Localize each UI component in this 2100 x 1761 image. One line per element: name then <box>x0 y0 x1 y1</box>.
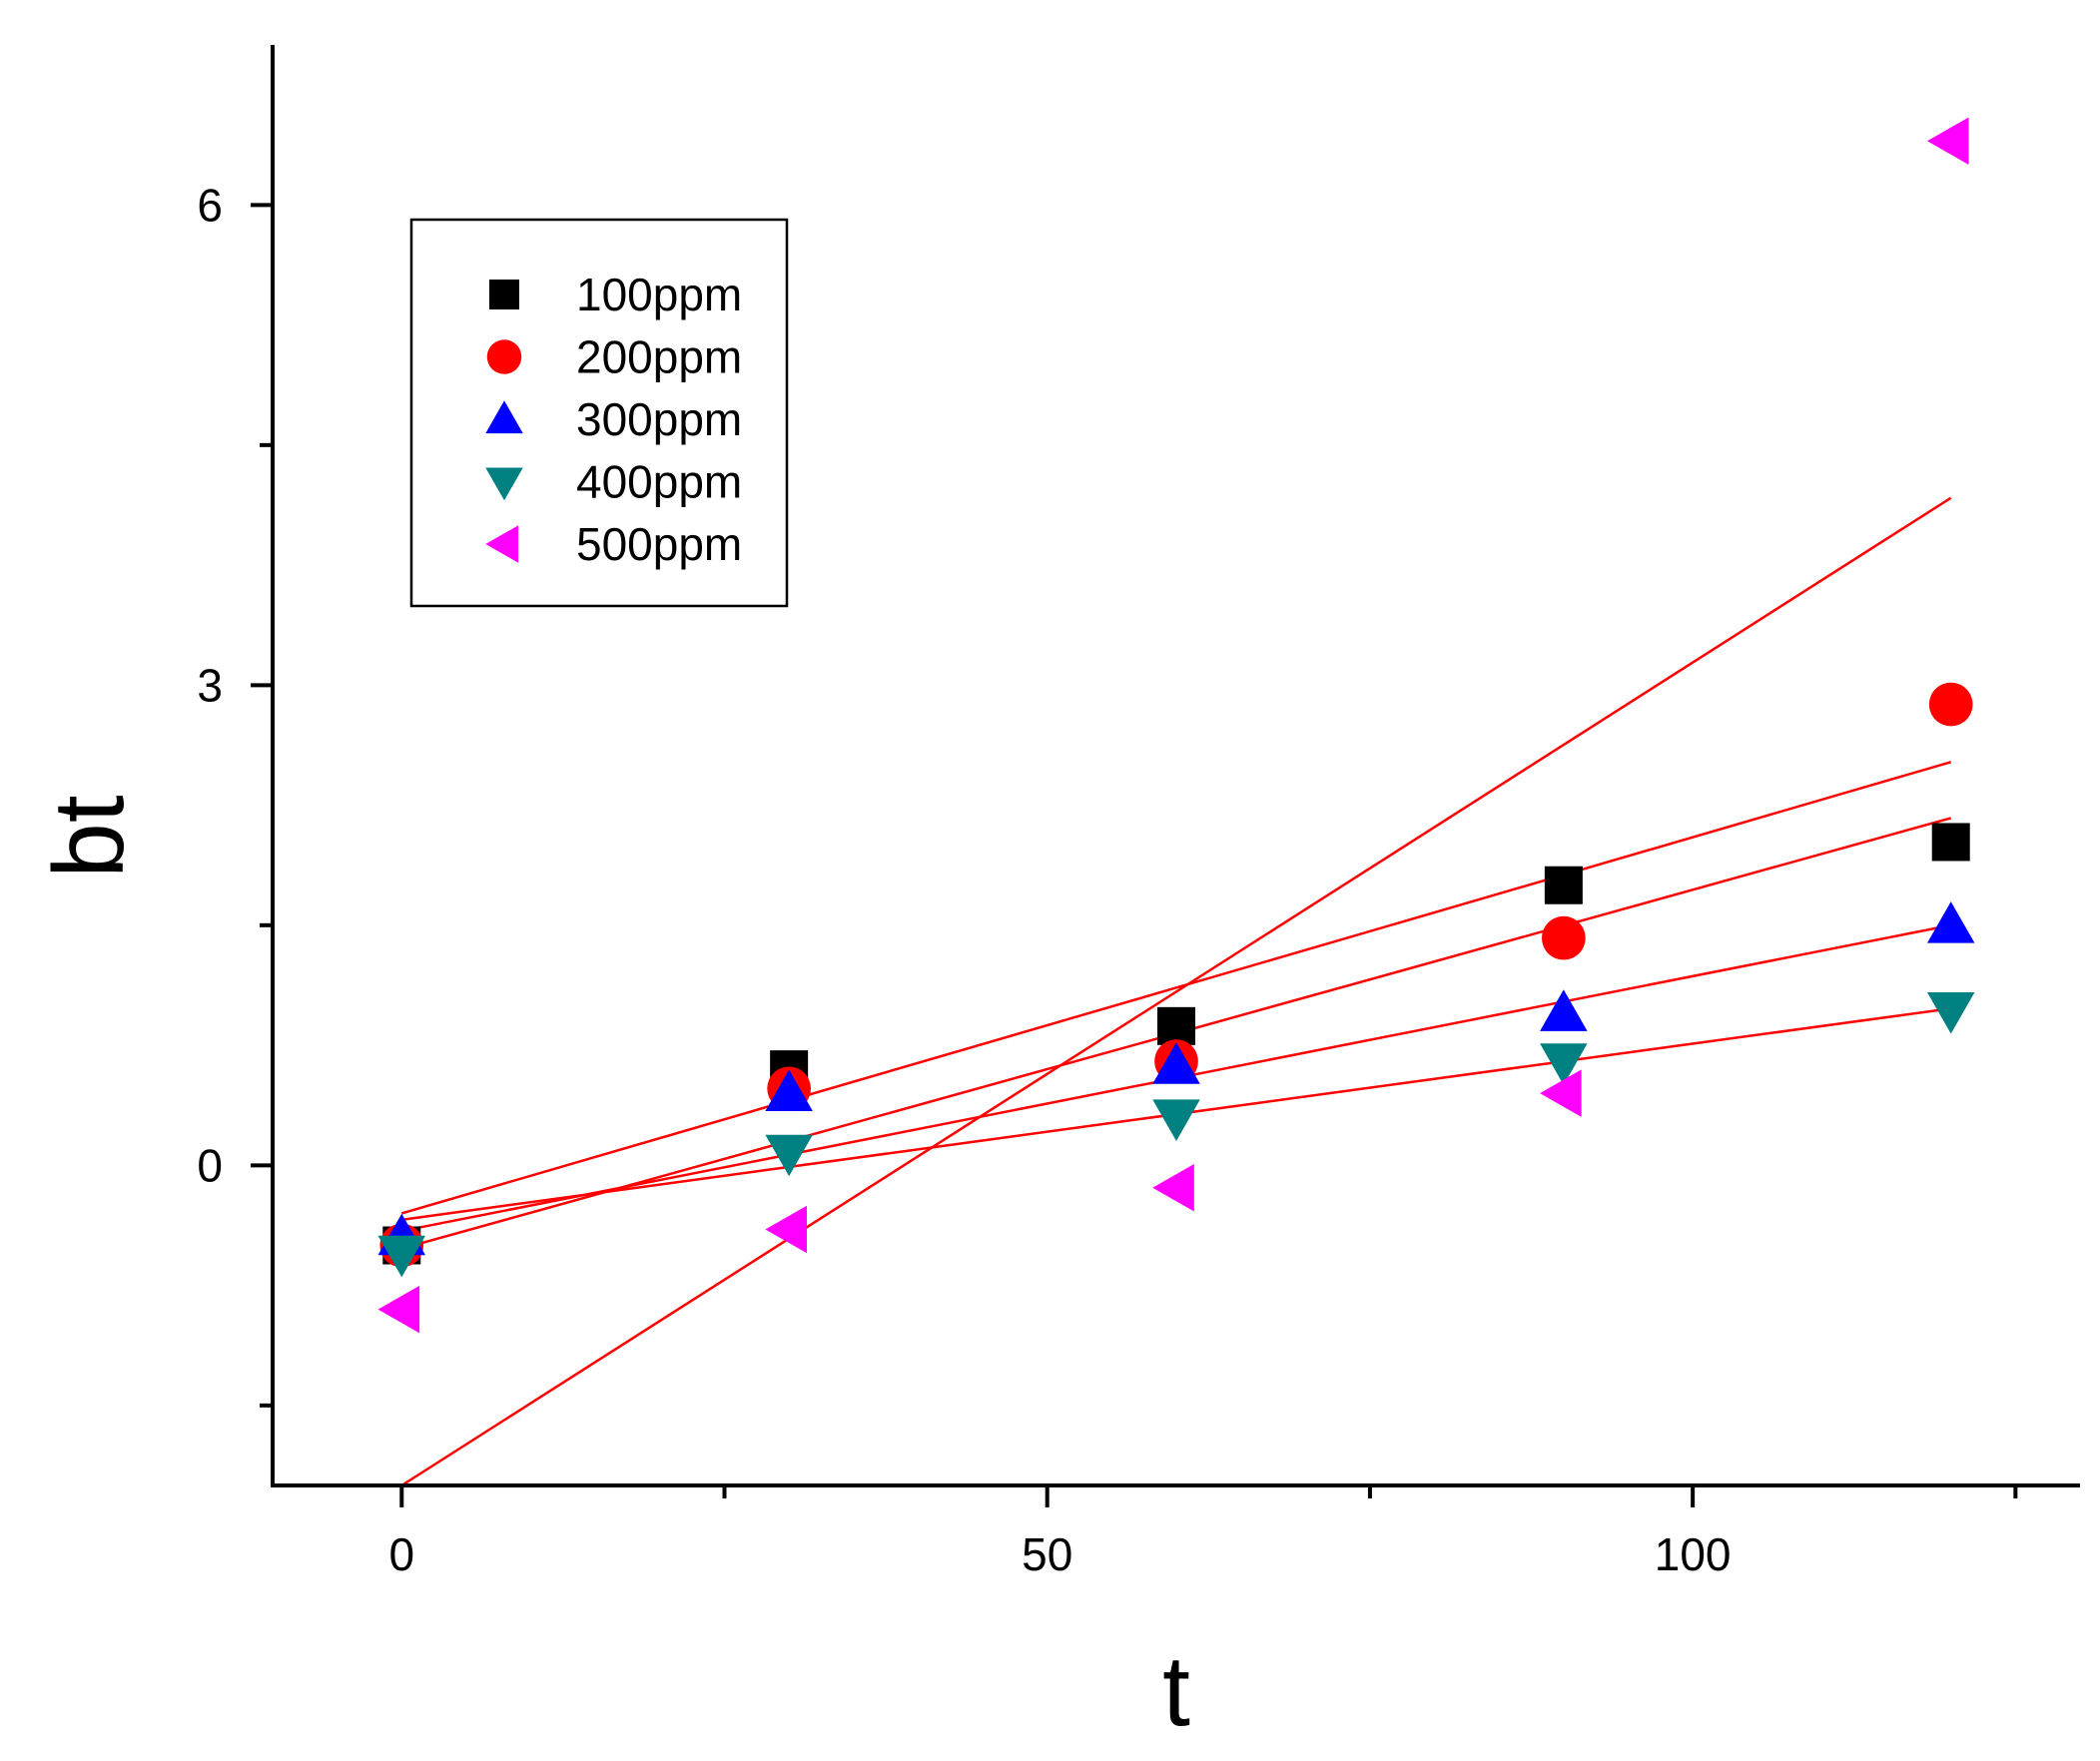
point-300ppm-60 <box>1152 1042 1200 1084</box>
data-markers <box>377 117 1975 1334</box>
y-tick-label-0: 0 <box>197 1139 223 1191</box>
axes <box>271 45 2080 1487</box>
point-300ppm-90 <box>1540 989 1588 1031</box>
legend-label-400ppm: 400ppm <box>576 456 742 508</box>
point-300ppm-30 <box>765 1069 813 1111</box>
point-100ppm-120 <box>1931 823 1970 862</box>
x-tick-label-50: 50 <box>1022 1528 1072 1580</box>
point-100ppm-90 <box>1544 866 1583 904</box>
point-300ppm-120 <box>1926 901 1975 943</box>
tick-labels: 0 50 100 0 3 6 <box>197 179 1731 1580</box>
fit-line-5 <box>400 496 1952 1487</box>
legend-label-100ppm: 100ppm <box>576 269 742 320</box>
legend-box <box>409 218 789 608</box>
fit-lines <box>400 496 1952 1487</box>
y-tick-label-6: 6 <box>197 179 223 231</box>
fit-line-1 <box>400 761 1952 1215</box>
legend-label-200ppm: 200ppm <box>576 331 742 383</box>
legend-marker-500ppm <box>485 525 519 563</box>
point-400ppm-90 <box>1540 1043 1588 1085</box>
point-100ppm-60 <box>1157 1006 1195 1045</box>
legend-label-500ppm: 500ppm <box>576 518 742 570</box>
point-400ppm-120 <box>1926 991 1975 1034</box>
x-axis-title: t <box>1162 1635 1190 1747</box>
point-200ppm-90 <box>1542 915 1586 960</box>
legend-label-300ppm: 300ppm <box>576 393 742 445</box>
point-500ppm-90 <box>1540 1069 1582 1117</box>
point-200ppm-120 <box>1928 682 1973 727</box>
ticks <box>251 203 2018 1507</box>
y-axis-title: bt <box>33 795 145 879</box>
point-500ppm-120 <box>1926 117 1969 165</box>
legend-marker-400ppm <box>485 467 523 501</box>
legend-marker-200ppm <box>486 339 522 374</box>
x-tick-label-0: 0 <box>388 1528 414 1580</box>
x-tick-label-100: 100 <box>1655 1528 1732 1580</box>
point-400ppm-30 <box>765 1134 813 1177</box>
point-400ppm-60 <box>1152 1099 1200 1141</box>
legend-items: 100ppm 200ppm 300ppm 400ppm 500ppm <box>485 269 742 570</box>
point-500ppm-30 <box>765 1205 807 1254</box>
y-tick-label-3: 3 <box>197 659 223 711</box>
point-500ppm-60 <box>1152 1164 1194 1212</box>
legend-marker-100ppm <box>489 280 519 309</box>
point-500ppm-0 <box>377 1285 420 1334</box>
point-400ppm-0 <box>377 1235 426 1278</box>
legend-marker-300ppm <box>485 400 523 434</box>
legend: 100ppm 200ppm 300ppm 400ppm 500ppm <box>409 218 789 608</box>
